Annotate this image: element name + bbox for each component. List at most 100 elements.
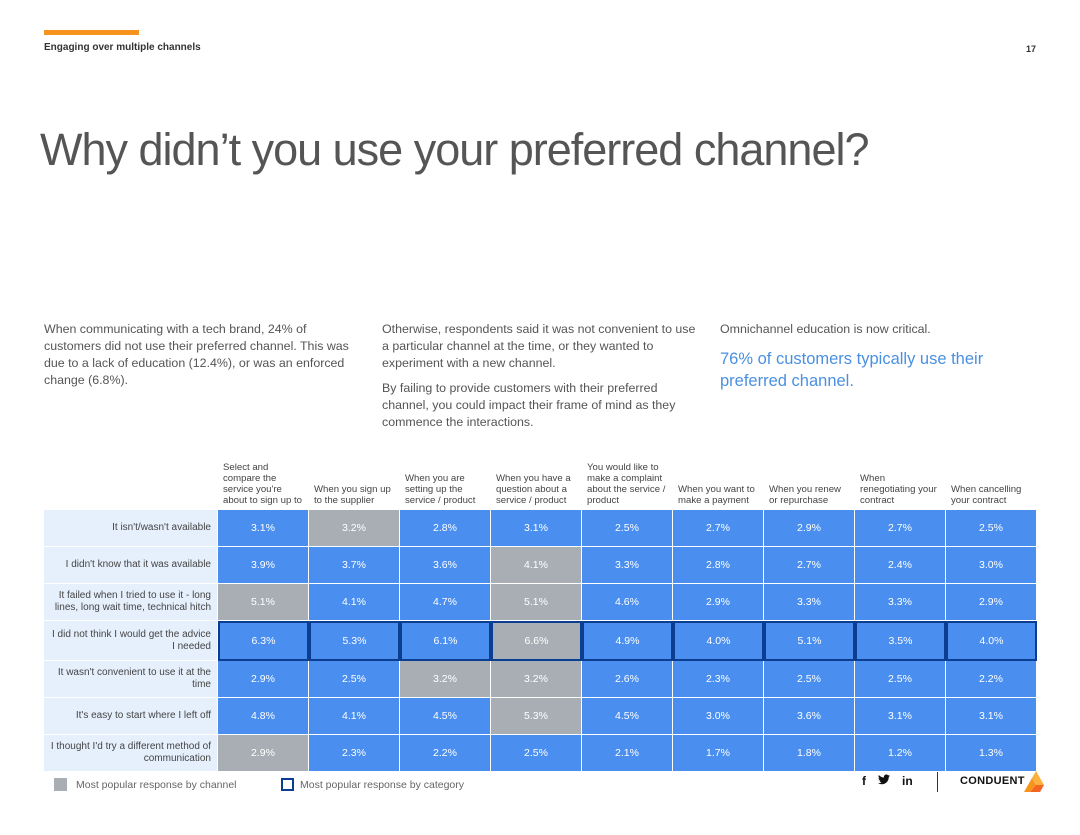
intro-column-3: Omnichannel education is now critical. 7…	[720, 321, 1020, 400]
table-cell: 6.3%	[218, 621, 309, 661]
table-cell: 2.2%	[400, 735, 491, 772]
table-row: It wasn't convenient to use it at the ti…	[44, 661, 1037, 698]
table-cell: 2.5%	[764, 661, 855, 698]
legend-outline-swatch	[281, 778, 294, 791]
facebook-icon[interactable]: f	[862, 774, 866, 788]
column-header: Select and compare the service you're ab…	[223, 462, 302, 506]
table-cell: 3.0%	[946, 547, 1037, 584]
table-cell: 3.2%	[309, 510, 400, 547]
row-label: It's easy to start where I left off	[44, 698, 218, 735]
table-cell: 5.1%	[764, 621, 855, 661]
column-header: When cancelling your contract	[951, 484, 1022, 506]
legend-gray: Most popular response by channel	[54, 778, 237, 791]
column-header: When you are setting up the service / pr…	[405, 473, 476, 506]
table-cell: 3.1%	[491, 510, 582, 547]
table-cell: 2.3%	[673, 661, 764, 698]
table-cell: 2.9%	[218, 661, 309, 698]
table-cell: 2.5%	[855, 661, 946, 698]
table-cell: 2.7%	[855, 510, 946, 547]
intro-paragraph: Omnichannel education is now critical.	[720, 322, 931, 336]
table-cell: 4.0%	[946, 621, 1037, 661]
table-header-row: Select and compare the service you're ab…	[44, 451, 1037, 510]
table-row: It's easy to start where I left off 4.8% 4…	[44, 698, 1037, 735]
table-cell: 3.3%	[582, 547, 673, 584]
table-cell: 3.1%	[218, 510, 309, 547]
table-cell: 1.7%	[673, 735, 764, 772]
table-cell: 4.9%	[582, 621, 673, 661]
row-label: It failed when I tried to use it - long …	[44, 584, 218, 621]
table-cell: 2.1%	[582, 735, 673, 772]
conduent-logo-icon	[1024, 771, 1044, 792]
table-cell: 3.9%	[218, 547, 309, 584]
page-number: 17	[1025, 44, 1036, 54]
brand-name: CONDUENT	[960, 775, 1025, 787]
table-cell: 3.6%	[764, 698, 855, 735]
table-cell: 2.5%	[582, 510, 673, 547]
table-cell: 2.7%	[673, 510, 764, 547]
intro-paragraph: By failing to provide customers with the…	[382, 381, 676, 429]
column-header: When renegotiating your contract	[860, 473, 937, 506]
table-cell: 1.3%	[946, 735, 1037, 772]
row-label: It isn't/wasn't available	[44, 510, 218, 547]
table-cell: 2.5%	[491, 735, 582, 772]
table-cell: 1.8%	[764, 735, 855, 772]
table-cell: 3.3%	[764, 584, 855, 621]
table-cell: 2.9%	[673, 584, 764, 621]
table-cell: 2.7%	[764, 547, 855, 584]
table-row: It isn't/wasn't available 3.1% 3.2% 2.8% 3.1…	[44, 510, 1037, 547]
table-cell: 4.8%	[218, 698, 309, 735]
table-cell: 5.3%	[309, 621, 400, 661]
table-cell: 3.1%	[946, 698, 1037, 735]
column-header: You would like to make a complaint about…	[587, 462, 666, 506]
table-cell: 2.9%	[946, 584, 1037, 621]
table-row: I didn't know that it was available 3.9% 3…	[44, 547, 1037, 584]
table-cell: 3.6%	[400, 547, 491, 584]
table-cell: 5.1%	[218, 584, 309, 621]
intro-column-1: When communicating with a tech brand, 24…	[44, 321, 354, 397]
social-links: f in	[862, 774, 925, 788]
row-label: It wasn't convenient to use it at the ti…	[44, 661, 218, 698]
legend-outline-label: Most popular response by category	[300, 778, 465, 791]
column-header: When you have a question about a service…	[496, 473, 571, 506]
table-cell: 6.1%	[400, 621, 491, 661]
table-cell: 4.1%	[309, 698, 400, 735]
table-cell: 2.2%	[946, 661, 1037, 698]
table-row: It failed when I tried to use it - long …	[44, 584, 1037, 621]
twitter-icon[interactable]	[878, 774, 890, 788]
table-cell: 5.3%	[491, 698, 582, 735]
table-cell: 4.5%	[582, 698, 673, 735]
table-cell: 4.1%	[309, 584, 400, 621]
intro-column-2: Otherwise, respondents said it was not c…	[382, 321, 700, 439]
table-cell: 3.7%	[309, 547, 400, 584]
table-cell: 2.3%	[309, 735, 400, 772]
table-cell: 2.5%	[309, 661, 400, 698]
table-cell: 2.8%	[673, 547, 764, 584]
table-cell: 3.0%	[673, 698, 764, 735]
table-cell: 3.3%	[855, 584, 946, 621]
table-cell: 5.1%	[491, 584, 582, 621]
table-row: I did not think I would get the advice I…	[44, 621, 1037, 661]
column-header: When you renew or repurchase	[769, 484, 841, 506]
table-cell: 3.2%	[491, 661, 582, 698]
table-cell: 4.1%	[491, 547, 582, 584]
footer-divider	[937, 772, 938, 792]
table-cell: 4.6%	[582, 584, 673, 621]
table-cell: 4.0%	[673, 621, 764, 661]
linkedin-icon[interactable]: in	[902, 774, 913, 788]
channel-response-table: Select and compare the service you're ab…	[44, 451, 1037, 772]
accent-bar	[44, 30, 139, 35]
row-label: I didn't know that it was available	[44, 547, 218, 584]
page-title: Why didn’t you use your preferred channe…	[40, 124, 869, 175]
table-cell: 2.6%	[582, 661, 673, 698]
table-cell: 3.5%	[855, 621, 946, 661]
table-cell: 3.2%	[400, 661, 491, 698]
section-label: Engaging over multiple channels	[44, 42, 201, 53]
table-cell: 4.5%	[400, 698, 491, 735]
table-row: I thought I'd try a different method of …	[44, 735, 1037, 772]
table-cell: 6.6%	[491, 621, 582, 661]
table-cell: 3.1%	[855, 698, 946, 735]
intro-paragraph: When communicating with a tech brand, 24…	[44, 322, 349, 387]
table-cell: 2.4%	[855, 547, 946, 584]
intro-paragraph: Otherwise, respondents said it was not c…	[382, 322, 696, 370]
row-label: I thought I'd try a different method of …	[44, 735, 218, 772]
